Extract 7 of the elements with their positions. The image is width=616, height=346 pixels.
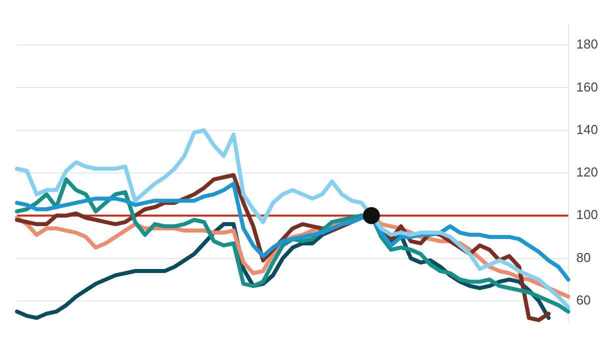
y-tick-label: 140 <box>576 122 598 137</box>
y-tick-label: 180 <box>576 36 598 52</box>
y-tick-label: 100 <box>576 207 598 222</box>
y-tick-label: 160 <box>576 79 598 94</box>
y-tick-label: 80 <box>576 250 591 265</box>
y-tick-label: 120 <box>576 164 598 180</box>
y-tick-label: 60 <box>576 292 591 308</box>
